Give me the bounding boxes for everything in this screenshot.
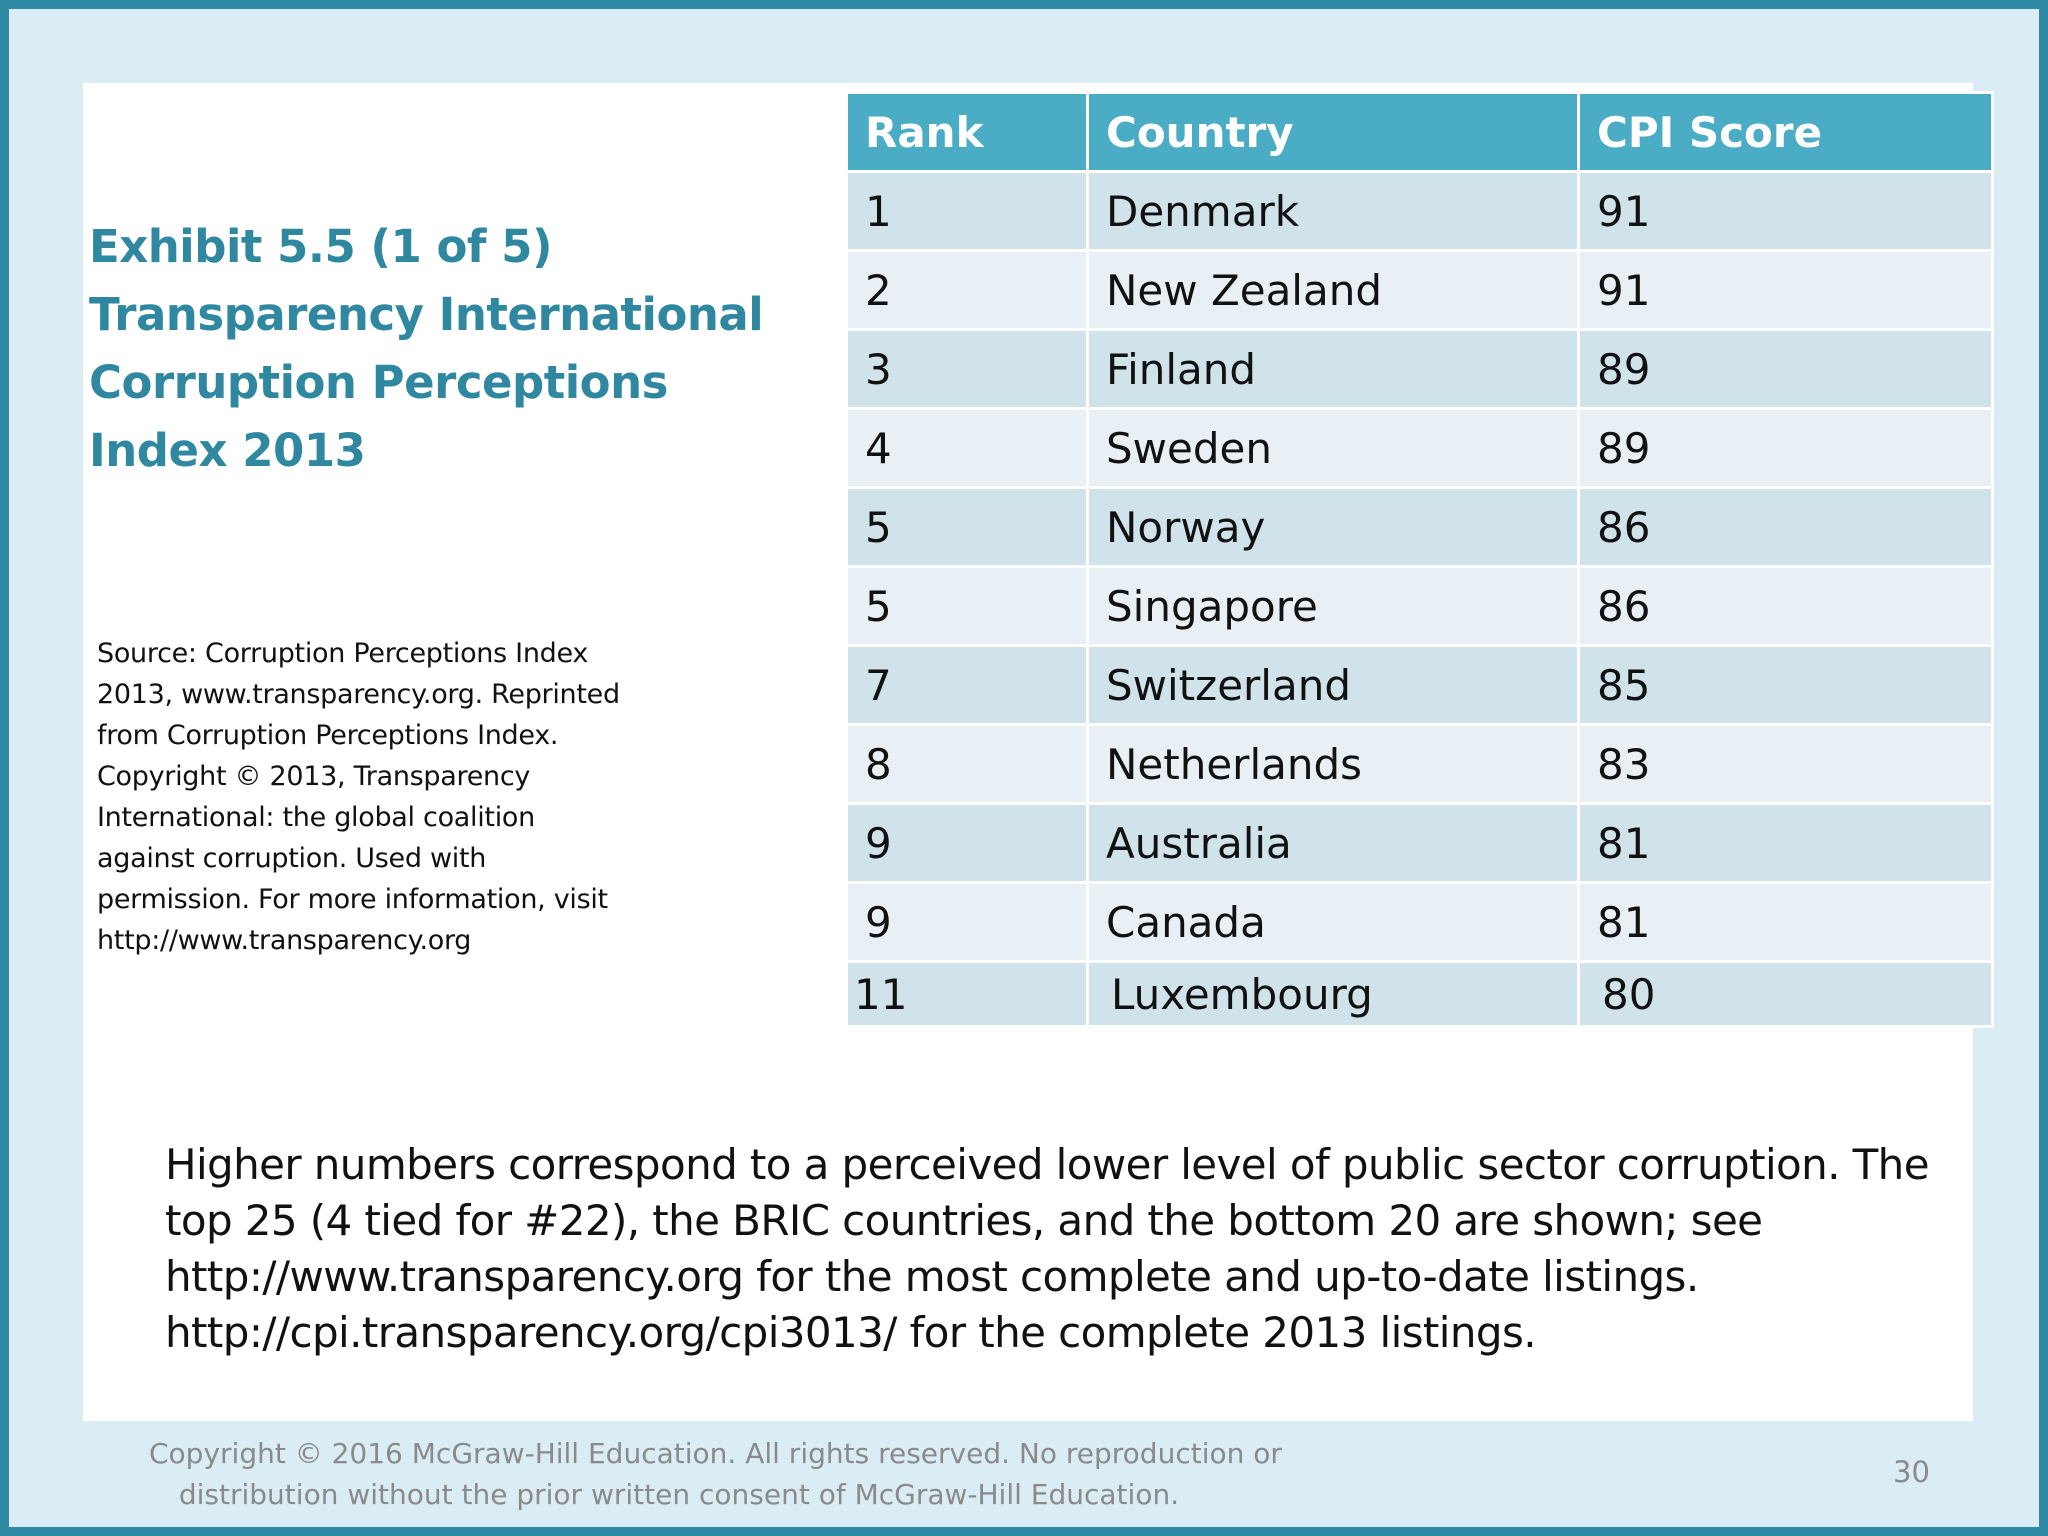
rank-cell: 2 [845, 249, 1089, 331]
note-line: top 25 (4 tied for #22), the BRIC countr… [165, 1196, 1763, 1245]
score-cell: 91 [1577, 170, 1994, 252]
table-row: 1 Denmark 91 [845, 170, 1994, 252]
cpi-score-column-header: CPI Score [1577, 91, 1994, 173]
title-line: Exhibit 5.5 (1 of 5) [89, 220, 553, 273]
score-cell: 86 [1577, 486, 1994, 568]
country-cell: New Zealand [1086, 249, 1580, 331]
source-line: http://www.transparency.org [97, 925, 472, 956]
score-cell: 89 [1577, 407, 1994, 489]
rank-cell: 1 [845, 170, 1089, 252]
note-line: Higher numbers correspond to a perceived… [165, 1140, 1930, 1189]
copyright-line: Copyright © 2016 McGraw-Hill Education. … [149, 1437, 1282, 1470]
table-header-row: Rank Country CPI Score [845, 91, 1994, 173]
source-citation: Source: Corruption Perceptions Index 201… [97, 633, 677, 961]
table-row: 3 Finland 89 [845, 328, 1994, 410]
copyright-notice: Copyright © 2016 McGraw-Hill Education. … [149, 1433, 1282, 1515]
title-line: Corruption Perceptions [89, 356, 668, 409]
rank-cell: 3 [845, 328, 1089, 410]
rank-cell: 4 [845, 407, 1089, 489]
source-line: from Corruption Perceptions Index. [97, 720, 559, 751]
country-cell: Finland [1086, 328, 1580, 410]
country-cell: Canada [1086, 881, 1580, 963]
country-cell: Sweden [1086, 407, 1580, 489]
rank-cell: 8 [845, 723, 1089, 805]
score-cell: 83 [1577, 723, 1994, 805]
table-row: 9 Canada 81 [845, 881, 1994, 963]
country-cell: Switzerland [1086, 644, 1580, 726]
country-cell: Netherlands [1086, 723, 1580, 805]
source-line: Copyright © 2013, Transparency [97, 761, 531, 792]
source-line: International: the global coalition [97, 802, 535, 833]
score-cell: 81 [1577, 802, 1994, 884]
note-line: http://www.transparency.org for the most… [165, 1252, 1699, 1301]
country-column-header: Country [1086, 91, 1580, 173]
score-cell: 91 [1577, 249, 1994, 331]
rank-cell: 7 [845, 644, 1089, 726]
title-line: Transparency International [89, 288, 764, 341]
score-cell: 86 [1577, 565, 1994, 647]
rank-cell: 11 [845, 960, 1089, 1028]
table-row: 2 New Zealand 91 [845, 249, 1994, 331]
table-row: 4 Sweden 89 [845, 407, 1994, 489]
table-row: 5 Norway 86 [845, 486, 1994, 568]
score-cell: 85 [1577, 644, 1994, 726]
exhibit-title: Exhibit 5.5 (1 of 5) Transparency Intern… [89, 213, 789, 485]
country-cell: Norway [1086, 486, 1580, 568]
source-line: 2013, www.transparency.org. Reprinted [97, 679, 620, 710]
rank-cell: 5 [845, 486, 1089, 568]
score-cell: 80 [1577, 960, 1994, 1028]
source-line: Source: Corruption Perceptions Index [97, 638, 588, 669]
page-number: 30 [1893, 1455, 1930, 1489]
country-cell: Singapore [1086, 565, 1580, 647]
country-cell: Australia [1086, 802, 1580, 884]
note-line: http://cpi.transparency.org/cpi3013/ for… [165, 1308, 1537, 1357]
table-row: 9 Australia 81 [845, 802, 1994, 884]
rank-column-header: Rank [845, 91, 1089, 173]
explanatory-note: Higher numbers correspond to a perceived… [165, 1137, 1995, 1361]
table-row: 7 Switzerland 85 [845, 644, 1994, 726]
table-row: 11 Luxembourg 80 [845, 960, 1994, 1028]
country-cell: Denmark [1086, 170, 1580, 252]
rank-cell: 5 [845, 565, 1089, 647]
score-cell: 89 [1577, 328, 1994, 410]
source-line: against corruption. Used with [97, 843, 487, 874]
table-row: 5 Singapore 86 [845, 565, 1994, 647]
rank-cell: 9 [845, 881, 1089, 963]
copyright-line: distribution without the prior written c… [178, 1478, 1180, 1511]
score-cell: 81 [1577, 881, 1994, 963]
title-line: Index 2013 [89, 424, 366, 477]
source-line: permission. For more information, visit [97, 884, 608, 915]
cpi-table: Rank Country CPI Score 1 Denmark 91 2 Ne… [845, 91, 1994, 1028]
table-row: 8 Netherlands 83 [845, 723, 1994, 805]
country-cell: Luxembourg [1086, 960, 1580, 1028]
rank-cell: 9 [845, 802, 1089, 884]
